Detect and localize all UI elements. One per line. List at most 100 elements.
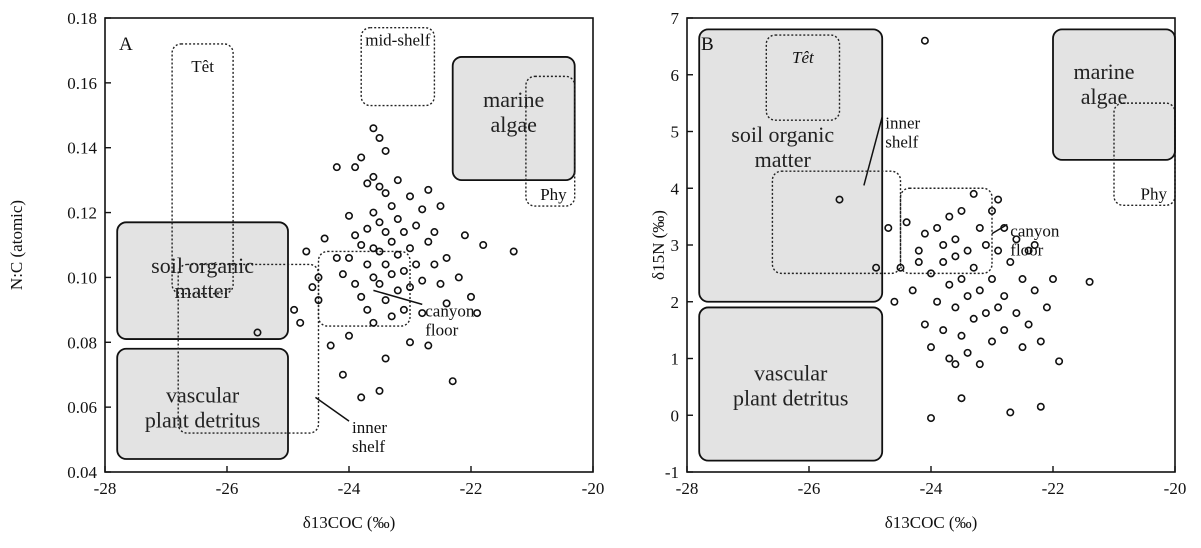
data-point <box>399 266 408 275</box>
data-point <box>957 206 966 215</box>
data-point <box>363 260 372 269</box>
data-point <box>412 221 421 230</box>
data-point <box>1036 337 1045 346</box>
leader-line-canyon-floor <box>373 289 423 306</box>
data-point <box>405 338 414 347</box>
region-marine-algae-label: marine algae <box>1073 59 1134 109</box>
data-point <box>381 189 390 198</box>
region-inner-shelf-label: inner shelf <box>885 114 920 152</box>
data-point <box>509 247 518 256</box>
data-point <box>381 146 390 155</box>
data-point <box>896 263 905 272</box>
data-point <box>994 246 1003 255</box>
data-point <box>1012 309 1021 318</box>
data-point <box>479 241 488 250</box>
data-point <box>1049 275 1058 284</box>
data-point <box>314 273 323 282</box>
data-point <box>914 258 923 267</box>
data-point <box>872 263 881 272</box>
data-point <box>460 231 469 240</box>
data-point <box>939 241 948 250</box>
data-point <box>357 292 366 301</box>
data-point <box>399 228 408 237</box>
x-tick-label: -22 <box>1042 479 1065 498</box>
data-point <box>375 247 384 256</box>
data-point <box>1030 241 1039 250</box>
data-point <box>369 172 378 181</box>
data-point <box>945 212 954 221</box>
data-point <box>290 305 299 314</box>
region-phy-box <box>525 75 576 207</box>
data-point <box>332 253 341 262</box>
data-point <box>326 341 335 350</box>
region-canyon-floor-box <box>899 187 993 275</box>
data-point <box>1030 286 1039 295</box>
data-point <box>363 305 372 314</box>
region-mid-shelf-label: mid-shelf <box>365 31 430 50</box>
data-point <box>1000 292 1009 301</box>
data-point <box>981 309 990 318</box>
data-point <box>375 182 384 191</box>
data-point <box>994 303 1003 312</box>
region-t-t-label: Têt <box>792 48 815 67</box>
data-point <box>890 297 899 306</box>
region-canyon-floor-label: canyon floor <box>425 301 475 339</box>
data-point <box>387 270 396 279</box>
region-vascular-plant-detritus-box <box>116 347 289 460</box>
x-tick-label: -22 <box>460 479 483 498</box>
y-tick-label: 0.12 <box>67 204 97 223</box>
panel-letter: B <box>701 34 714 55</box>
data-point <box>902 218 911 227</box>
region-marine-algae-box <box>451 56 576 182</box>
y-tick-label: 7 <box>671 9 680 28</box>
data-point <box>926 269 935 278</box>
y-tick-label: 0.04 <box>67 463 97 482</box>
data-point <box>418 309 427 318</box>
y-tick-label: 0.16 <box>67 74 97 93</box>
data-point <box>357 241 366 250</box>
data-point <box>987 206 996 215</box>
data-point <box>1006 258 1015 267</box>
data-point <box>963 246 972 255</box>
region-vascular-plant-detritus-box <box>698 306 884 462</box>
data-point <box>1024 320 1033 329</box>
data-point <box>975 223 984 232</box>
data-point <box>920 320 929 329</box>
data-point <box>405 283 414 292</box>
data-point <box>436 202 445 211</box>
data-point <box>369 244 378 253</box>
x-tick-label: -28 <box>676 479 699 498</box>
data-point <box>381 354 390 363</box>
y-tick-label: 0.18 <box>67 9 97 28</box>
data-point <box>357 153 366 162</box>
data-point <box>405 192 414 201</box>
data-point <box>1085 277 1094 286</box>
y-tick-label: 5 <box>671 123 680 142</box>
panel-a: marine algae soil organic matter vascular pla… <box>7 9 604 532</box>
region-canyon-floor-box <box>317 250 411 327</box>
region-t-t-label: Têt <box>191 57 214 76</box>
data-point <box>1036 402 1045 411</box>
region-soil-organic-matter-box <box>116 221 289 340</box>
y-tick-label: 3 <box>671 236 680 255</box>
data-point <box>338 270 347 279</box>
data-point <box>308 283 317 292</box>
data-point <box>436 279 445 288</box>
data-point <box>424 341 433 350</box>
region-phy-box <box>1113 102 1176 206</box>
data-point <box>412 260 421 269</box>
panel-letter: A <box>119 34 133 55</box>
region-phy-label: Phy <box>540 185 567 204</box>
x-tick-label: -26 <box>798 479 821 498</box>
data-point <box>969 263 978 272</box>
x-tick-label: -28 <box>94 479 117 498</box>
data-point <box>926 414 935 423</box>
data-point <box>296 318 305 327</box>
data-point <box>1018 343 1027 352</box>
data-point <box>363 224 372 233</box>
data-point <box>945 280 954 289</box>
data-point <box>369 208 378 217</box>
data-point <box>363 179 372 188</box>
x-axis-label: δ13COC (‰) <box>303 513 396 532</box>
leader-line-inner-shelf <box>315 396 350 422</box>
